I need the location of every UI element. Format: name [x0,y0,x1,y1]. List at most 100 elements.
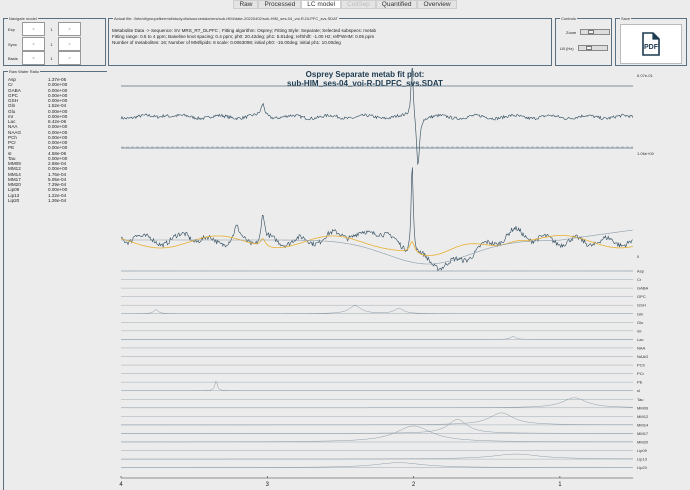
row-label: MM12 [637,414,649,419]
prev-button[interactable]: < [22,37,45,51]
ratio-row: GABA 0.00e+00 [8,88,107,93]
ratio-row: sI 4.58e-06 [8,151,107,156]
zoom-slider[interactable] [580,29,611,35]
ratio-row: NAA 0.00e+00 [8,124,107,129]
zoom-label: Zoom [566,29,577,35]
slider-thumb[interactable] [585,46,592,50]
nav-value: 1 [50,41,53,47]
ratio-name: PCr [8,140,16,145]
prev-button[interactable]: < [22,22,45,36]
ratio-name: Cr [8,82,13,88]
nav-row-exp: Exp < 1 > [8,22,81,36]
ratio-row: Tau 0.00e+00 [8,156,107,161]
row-label: GSH [637,303,646,308]
ratio-row: MM20 7.29e-04 [8,182,107,187]
ratio-name: MM17 [8,176,21,182]
next-button[interactable]: > [58,51,81,65]
fit-line [120,235,633,256]
ratio-value: 0.00e+00 [48,124,68,130]
ratio-name: NAA [8,124,18,130]
ratio-row: Lip13 1.22e-04 [8,193,107,198]
tab-bar: Raw Processed LC model CoilSep Quantifie… [0,0,690,9]
row-label: MM20 [637,440,649,445]
tab-raw[interactable]: Raw [233,0,259,9]
next-button[interactable]: > [58,22,81,36]
ratio-name: GPC [8,92,18,98]
next-button[interactable]: > [58,37,81,51]
ratio-row: MM14 1.76e-04 [8,172,107,177]
row-label: PE [637,380,643,385]
row-label: Lip13 [637,457,648,462]
row-label: PCh [637,363,645,368]
ratio-value: 1.37e-05 [48,77,67,82]
row-label: sI [637,388,640,393]
ratio-name: NAAG [8,129,22,135]
row-label: Asp [637,269,645,274]
ratio-row: Lac 8.42e-06 [8,119,107,124]
ratio-name: Lac [8,119,16,124]
ratio-value: 7.29e-04 [48,182,67,187]
plot-title-line2: sub-HIM_ses-04_voi-R-DLPFC_svs.SDAT [287,79,443,88]
component-fit-mm17 [121,419,633,434]
ratio-value: 0.00e+00 [48,145,68,151]
component-fit-lip13 [121,453,633,460]
ratio-row: Asp 1.37e-05 [8,77,107,82]
component-fit-mm09 [121,397,633,409]
save-pdf-button[interactable]: PDF [620,24,682,64]
ratio-name: Tau [8,155,16,161]
info-line: Fitting range: 0.5 to 4 ppm; Baseline kn… [112,34,375,39]
ratio-name: GSH [8,98,18,103]
tab-coilsep: CoilSep [341,0,376,9]
ratio-value: 0.00e+00 [48,113,68,119]
ratio-row: Lip09 0.00e+00 [8,187,107,192]
row-label: Gln [637,311,643,316]
nav-label: Sync [8,41,17,47]
ratio-name: Glu [8,108,16,114]
ratio-name: PCh [8,134,17,140]
ratio-row: NAAG 0.00e+00 [8,130,107,135]
row-label: NAAG [637,354,648,359]
nav-row-sync: Sync < 1 > [8,37,81,51]
navigate-model-panel: Navigate model Exp < 1 > Sync < 1 > Basi… [3,16,106,66]
row-label: mI [637,328,641,333]
prev-button[interactable]: < [22,51,45,65]
zero-label: 0 [637,254,640,259]
save-title: Save [620,16,632,21]
ratio-name: Lip20 [8,197,20,203]
plot-title: Osprey Separate metab fit plot: sub-HIM_… [110,70,620,88]
row-label: GABA [637,286,648,291]
ratio-value: 0.00e+00 [48,82,68,88]
pdf-file-icon: PDF [642,32,660,56]
ratio-name: mI [8,113,14,119]
info-line: Number of metabolites: 16; Number of MM/… [112,40,341,45]
ratio-value: 1.76e-04 [48,171,67,177]
ratio-name: MM20 [8,182,21,187]
nav-label: Basis [8,55,18,61]
ratio-row: GSH 0.00e+00 [8,98,107,103]
data-line [120,167,633,272]
row-label: Lac [637,337,643,342]
lb-slider[interactable] [577,45,608,51]
row-label: NAA [637,345,646,350]
ratio-row: GPC 0.00e+00 [8,93,107,98]
ratio-value: 2.68e-04 [48,161,67,166]
slider-thumb[interactable] [588,30,595,34]
row-label: Lip20 [637,465,648,470]
ratio-row: Cr 0.00e+00 [8,82,107,87]
component-fit-lac [121,336,633,340]
row-label: MM09 [637,405,649,410]
component-fit-gln [121,305,633,314]
ratio-value: 0.00e+00 [48,134,68,140]
tab-overview[interactable]: Overview [417,0,457,9]
row-label: GPC [637,294,646,299]
tab-quantified[interactable]: Quantified [375,0,418,9]
ratio-row: PE 0.00e+00 [8,145,107,150]
ratio-row: Lip20 1.26e-04 [8,198,107,203]
controls-title: Controls [560,16,577,21]
ratio-row: MM09 2.68e-04 [8,161,107,166]
ratio-name: sI [8,150,12,156]
tab-lc-model[interactable]: LC model [301,0,342,9]
tab-processed[interactable]: Processed [258,0,302,9]
ratio-value: 8.42e-06 [48,119,67,124]
pdf-label: PDF [644,44,659,51]
